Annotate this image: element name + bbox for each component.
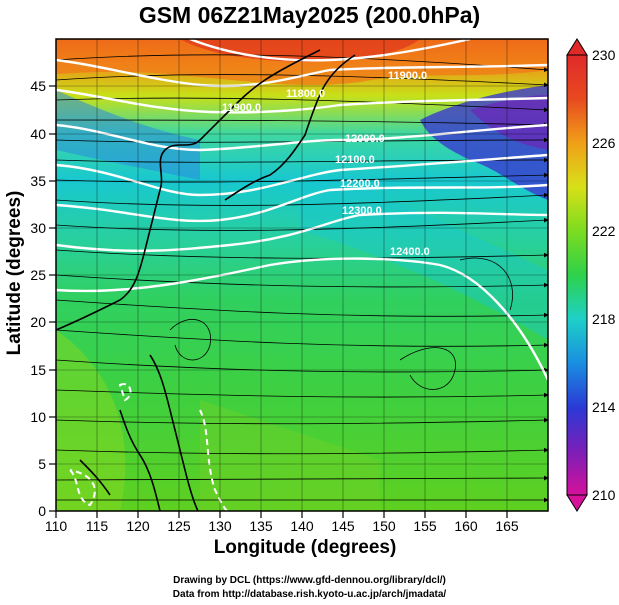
y-tick-label: 5 bbox=[38, 456, 46, 472]
contour-label: 11900.0 bbox=[388, 70, 427, 82]
x-tick-label: 160 bbox=[454, 518, 478, 534]
colorbar bbox=[566, 38, 588, 512]
contour-label: 12000.0 bbox=[345, 133, 385, 145]
axis-ticks bbox=[49, 85, 508, 518]
x-tick-label: 145 bbox=[331, 518, 355, 534]
x-tick-label: 155 bbox=[413, 518, 437, 534]
x-tick-label: 120 bbox=[126, 518, 150, 534]
colorbar-label: 230 bbox=[592, 47, 616, 63]
y-tick-label: 30 bbox=[30, 220, 46, 236]
x-tick-label: 165 bbox=[495, 518, 519, 534]
x-tick-label: 125 bbox=[167, 518, 191, 534]
x-tick-label: 110 bbox=[45, 518, 68, 534]
contour-label: 12100.0 bbox=[335, 154, 375, 166]
x-tick-label: 140 bbox=[290, 518, 314, 534]
x-tick-label: 130 bbox=[208, 518, 232, 534]
colorbar-max-arrow bbox=[566, 38, 588, 56]
contour-label: 12200.0 bbox=[340, 178, 380, 190]
colorbar-label: 222 bbox=[592, 223, 616, 239]
coastlines bbox=[56, 49, 356, 511]
y-tick-label: 10 bbox=[30, 409, 46, 425]
height-contours bbox=[56, 39, 548, 381]
chart-title: GSM 06Z21May2025 (200.0hPa) bbox=[138, 2, 481, 28]
colorbar-labels: 230 226 222 218 214 210 bbox=[592, 47, 616, 503]
x-axis-label: Longitude (degrees) bbox=[213, 537, 397, 558]
x-tick-label: 115 bbox=[86, 518, 109, 534]
colorbar-label: 214 bbox=[592, 399, 616, 415]
colorbar-bar bbox=[566, 54, 588, 496]
dashed-contours bbox=[69, 383, 229, 511]
credit-drawing: Drawing by DCL (https://www.gfd-dennou.o… bbox=[173, 575, 446, 586]
y-axis-label: Latitude (degrees) bbox=[4, 190, 25, 356]
contour-label: 11900.0 bbox=[222, 102, 261, 114]
y-tick-label: 35 bbox=[30, 173, 46, 189]
contour-label: 12400.0 bbox=[390, 246, 430, 258]
contour-label: 11800.0 bbox=[286, 88, 325, 100]
y-tick-label: 20 bbox=[30, 314, 46, 330]
y-tick-label: 40 bbox=[30, 126, 46, 142]
colorbar-min-arrow bbox=[566, 494, 588, 512]
y-tick-label: 25 bbox=[30, 267, 46, 283]
colorbar-label: 226 bbox=[592, 135, 616, 151]
x-tick-labels: 110 115 120 125 130 135 140 145 150 155 … bbox=[45, 518, 519, 534]
y-tick-label: 45 bbox=[30, 78, 46, 94]
x-tick-label: 150 bbox=[372, 518, 396, 534]
y-tick-label: 15 bbox=[30, 362, 46, 378]
contour-label: 12300.0 bbox=[342, 205, 382, 217]
credit-data: Data from http://database.rish.kyoto-u.a… bbox=[172, 589, 447, 600]
y-tick-label: 0 bbox=[38, 503, 46, 519]
grid bbox=[56, 39, 548, 511]
colorbar-label: 210 bbox=[592, 487, 616, 503]
x-tick-label: 135 bbox=[249, 518, 273, 534]
y-tick-labels: 0 5 10 15 20 25 30 35 40 45 bbox=[30, 78, 46, 519]
colorbar-label: 218 bbox=[592, 311, 616, 327]
contour-labels: 11900.0 11800.0 11900.0 12000.0 12100.0 … bbox=[222, 70, 430, 258]
